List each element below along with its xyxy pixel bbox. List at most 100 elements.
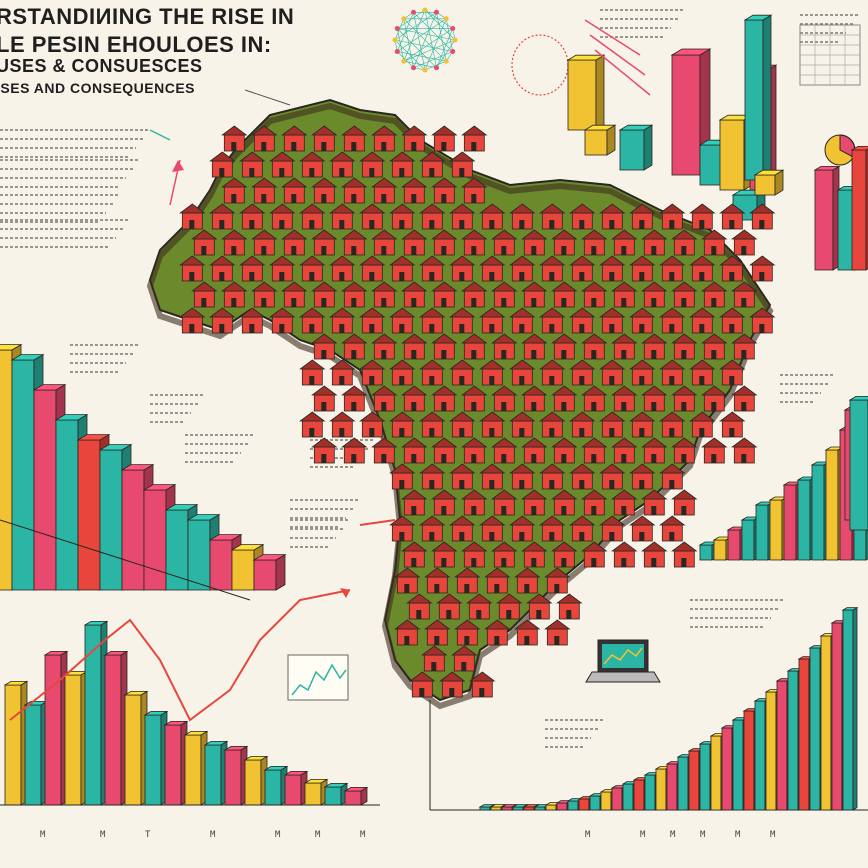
house-roof xyxy=(671,437,698,448)
bar-front xyxy=(24,704,42,806)
bar-front xyxy=(209,539,233,591)
house-roof xyxy=(641,437,668,448)
bar-top xyxy=(223,746,249,751)
house-roof xyxy=(449,151,476,162)
house-door xyxy=(441,558,447,567)
house-roof xyxy=(431,385,458,396)
house-door xyxy=(621,454,627,463)
house-door xyxy=(531,298,537,307)
bar-top xyxy=(142,484,177,491)
house-door xyxy=(621,402,627,411)
house-roof xyxy=(581,281,608,292)
network-node xyxy=(411,9,417,15)
bar-front xyxy=(769,499,783,561)
house-roof xyxy=(701,229,728,240)
bar-top xyxy=(511,804,529,808)
network-link xyxy=(403,60,437,69)
house-roof xyxy=(551,541,578,552)
right-axis-tick-label: M xyxy=(770,830,776,840)
house-roof xyxy=(641,333,668,344)
house-door xyxy=(399,376,405,385)
house-door xyxy=(459,480,465,489)
house-door xyxy=(669,428,675,437)
house-door xyxy=(519,428,525,437)
house-roof xyxy=(491,281,518,292)
bar-front xyxy=(671,54,701,176)
house-door xyxy=(441,402,447,411)
house-door xyxy=(189,324,195,333)
house-roof xyxy=(449,359,476,370)
house-door xyxy=(639,532,645,541)
pointer-arrow xyxy=(149,129,171,141)
house-door xyxy=(501,402,507,411)
house-roof xyxy=(659,359,686,370)
house-roof xyxy=(479,463,506,474)
house-roof xyxy=(389,151,416,162)
house-door xyxy=(429,428,435,437)
bar-front xyxy=(11,359,35,591)
house-door xyxy=(231,142,237,151)
house-roof xyxy=(389,359,416,370)
leader-line xyxy=(244,89,291,106)
bar-top xyxy=(203,741,229,746)
house-door xyxy=(591,350,597,359)
house-door xyxy=(536,610,542,619)
bar-front xyxy=(121,469,145,591)
house-door xyxy=(381,350,387,359)
house-roof xyxy=(239,255,266,266)
bar-front xyxy=(622,783,634,811)
house-door xyxy=(321,350,327,359)
house-door xyxy=(441,506,447,515)
house-door xyxy=(549,376,555,385)
top-right-table xyxy=(799,24,861,86)
title-line-1: RSTANDIИING THE RISE IN xyxy=(0,4,295,29)
house-roof xyxy=(551,385,578,396)
house-roof xyxy=(454,567,481,578)
house-door xyxy=(729,376,735,385)
house-roof xyxy=(329,255,356,266)
house-roof xyxy=(521,437,548,448)
house-roof xyxy=(419,307,446,318)
house-door xyxy=(399,324,405,333)
bar-front xyxy=(699,144,723,186)
house-roof xyxy=(419,411,446,422)
bar-front xyxy=(164,724,182,806)
house-roof xyxy=(611,437,638,448)
bar-top xyxy=(54,414,89,421)
house-door xyxy=(369,220,375,229)
house-roof xyxy=(731,229,758,240)
bar-front xyxy=(556,802,568,811)
house-door xyxy=(471,506,477,515)
house-roof xyxy=(461,385,488,396)
laptop-icon xyxy=(585,639,661,683)
house-door xyxy=(411,558,417,567)
bar-front xyxy=(787,670,799,811)
house-roof xyxy=(479,515,506,526)
house-door xyxy=(399,272,405,281)
house-door xyxy=(531,246,537,255)
house-roof xyxy=(281,281,308,292)
bar-front xyxy=(224,749,242,806)
house-roof xyxy=(371,333,398,344)
house-door xyxy=(339,168,345,177)
house-door xyxy=(471,298,477,307)
house-roof xyxy=(569,515,596,526)
house-door xyxy=(381,402,387,411)
house-roof xyxy=(461,125,488,136)
house-roof xyxy=(731,437,758,448)
bar-front xyxy=(523,806,535,811)
house-roof xyxy=(401,437,428,448)
bar-top xyxy=(143,711,169,716)
house-roof xyxy=(311,333,338,344)
house-door xyxy=(711,246,717,255)
house-roof xyxy=(521,489,548,500)
house-roof xyxy=(514,567,541,578)
bar-front xyxy=(0,349,13,591)
bar-front xyxy=(744,19,764,181)
house-roof xyxy=(341,177,368,188)
title-line-3: USES & CONSUESCES xyxy=(0,56,203,76)
bar-front xyxy=(77,439,101,591)
house-door xyxy=(351,142,357,151)
house-door xyxy=(411,246,417,255)
house-door xyxy=(429,220,435,229)
